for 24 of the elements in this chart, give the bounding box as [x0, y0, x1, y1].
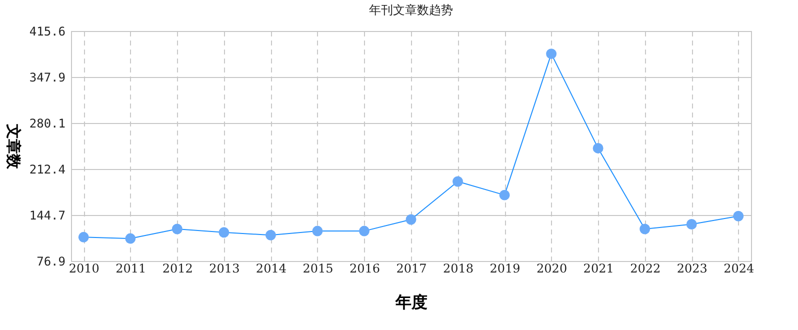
- y-axis-title: 文章数: [4, 123, 22, 170]
- x-tick-label: 2013: [209, 262, 240, 276]
- x-tick-label: 2024: [724, 262, 755, 276]
- y-tick-label: 76.9: [36, 254, 66, 268]
- x-tick-label: 2010: [68, 262, 100, 276]
- x-tick-label: 2011: [116, 262, 146, 276]
- x-tick-label: 2023: [676, 262, 708, 276]
- x-tick-label: 2017: [396, 262, 427, 276]
- x-tick-label: 2019: [490, 262, 520, 276]
- x-tick-label: 2018: [442, 262, 474, 276]
- y-tick-label: 280.1: [29, 116, 66, 131]
- y-tick-label: 212.4: [29, 162, 66, 176]
- x-tick-label: 2022: [630, 262, 661, 276]
- x-tick-label: 2016: [349, 262, 380, 276]
- x-tick-label: 2015: [302, 262, 334, 276]
- x-tick-label: 2021: [583, 262, 614, 276]
- y-tick-label: 347.9: [29, 70, 66, 84]
- x-tick-label: 2012: [162, 262, 193, 276]
- x-tick-label: 2020: [536, 262, 568, 276]
- chart-title: 年刊文章数趋势: [369, 3, 453, 17]
- x-axis-title: 年度: [394, 292, 428, 312]
- x-tick-label: 2014: [256, 262, 287, 276]
- y-tick-label: 415.6: [29, 24, 66, 38]
- y-tick-label: 144.7: [29, 208, 66, 222]
